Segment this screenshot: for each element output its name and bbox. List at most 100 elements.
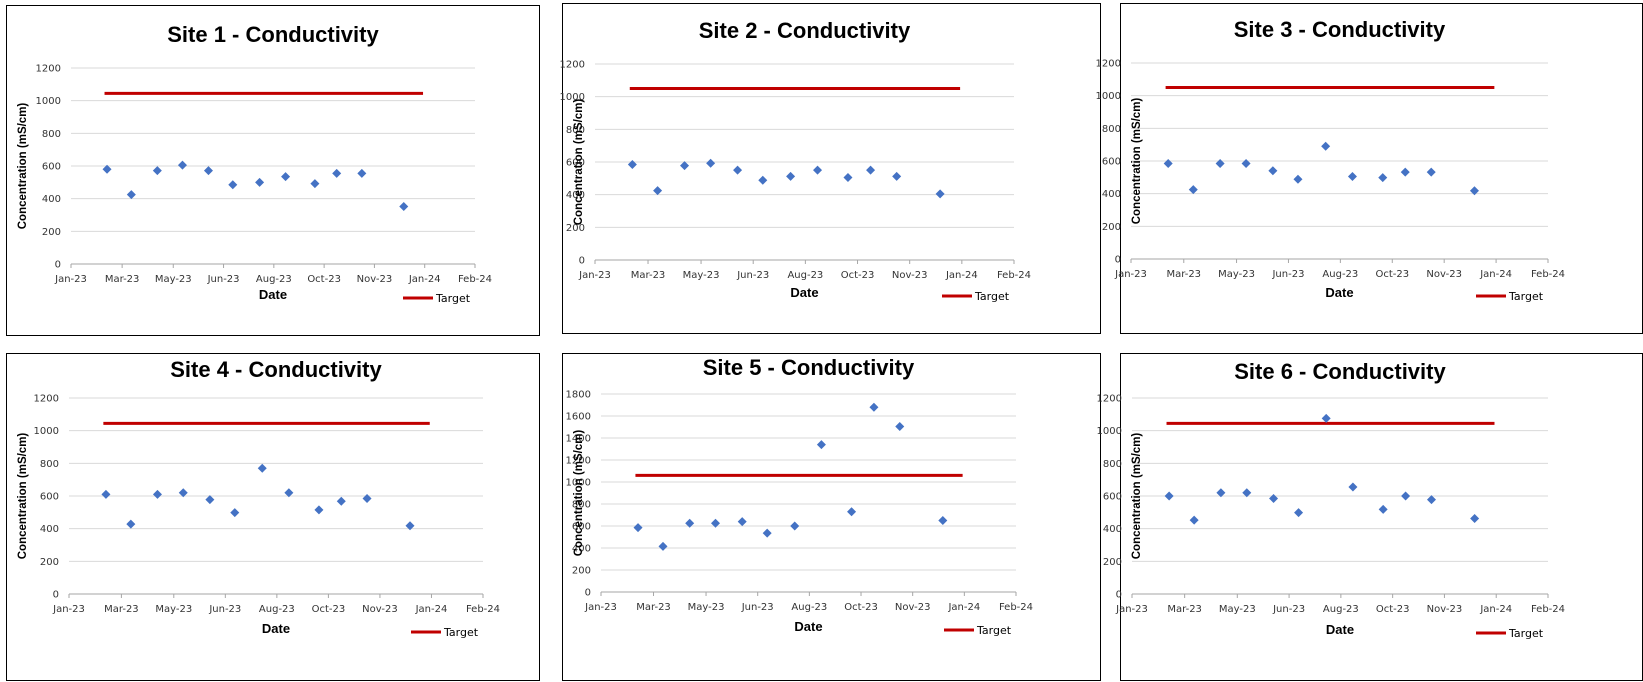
- data-point: [1378, 504, 1388, 514]
- y-tick-label: 200: [40, 557, 59, 568]
- data-point: [1470, 514, 1480, 524]
- y-tick-label: 1000: [34, 426, 59, 437]
- chart-title: Site 3 - Conductivity: [1234, 17, 1446, 42]
- data-point: [1188, 185, 1198, 195]
- chart-title: Site 4 - Conductivity: [170, 357, 382, 382]
- data-point: [255, 177, 265, 187]
- x-tick-label: Jun-23: [736, 270, 769, 281]
- x-tick-label: Aug-23: [1322, 269, 1358, 280]
- legend-label: Target: [1508, 290, 1544, 303]
- y-tick-label: 1600: [566, 412, 591, 423]
- data-point: [1268, 166, 1278, 176]
- x-tick-label: Jun-23: [207, 274, 240, 285]
- data-point: [152, 489, 162, 499]
- data-point: [1294, 508, 1304, 518]
- y-tick-label: 200: [572, 566, 591, 577]
- data-point: [847, 507, 857, 517]
- y-axis-label: Concentration (mS/cm): [573, 99, 585, 226]
- x-tick-label: Oct-23: [312, 604, 346, 615]
- y-tick-label: 1200: [566, 456, 591, 467]
- x-tick-label: Jan-23: [1115, 604, 1148, 615]
- x-tick-label: Mar-23: [636, 602, 671, 613]
- data-point: [177, 160, 187, 170]
- data-point: [1400, 167, 1410, 177]
- y-tick-label: 1000: [560, 92, 585, 103]
- data-point: [1164, 491, 1174, 501]
- data-point: [336, 496, 346, 506]
- data-point: [203, 166, 213, 176]
- data-point: [1321, 413, 1331, 423]
- data-point: [758, 175, 768, 185]
- x-axis-label: Date: [259, 287, 287, 302]
- data-point: [314, 505, 324, 515]
- data-point: [1241, 158, 1251, 168]
- x-tick-label: Oct-23: [1375, 269, 1409, 280]
- y-tick-label: 800: [572, 500, 591, 511]
- data-point: [1163, 158, 1173, 168]
- chart-title: Site 6 - Conductivity: [1234, 359, 1446, 384]
- x-tick-label: Jan-23: [54, 274, 87, 285]
- chart-svg: Site 3 - Conductivity 0 200 400 600 800 1000 12…: [1096, 17, 1565, 303]
- data-point: [126, 519, 136, 529]
- data-point: [892, 171, 902, 181]
- y-tick-label: 200: [1103, 557, 1122, 568]
- y-axis-label: Concentration (mS/cm): [573, 430, 585, 557]
- y-tick-label: 200: [566, 223, 585, 234]
- data-point: [1216, 488, 1226, 498]
- y-tick-label: 600: [1103, 492, 1122, 503]
- x-axis-label: Date: [1325, 285, 1353, 300]
- x-tick-label: Jun-23: [1271, 269, 1304, 280]
- chart-svg: Site 2 - Conductivity 0 200 400 600 800 1000 12…: [560, 18, 1031, 303]
- chart-svg: Site 1 - Conductivity 0 200 400 600 800 1000 12…: [17, 22, 492, 305]
- y-tick-label: 0: [1116, 590, 1122, 601]
- data-point: [813, 165, 823, 175]
- y-tick-label: 1200: [1096, 59, 1121, 70]
- x-tick-label: Feb-24: [466, 604, 500, 615]
- data-point: [733, 165, 743, 175]
- data-point: [866, 165, 876, 175]
- x-tick-label: Nov-23: [1426, 269, 1462, 280]
- y-tick-label: 400: [42, 194, 61, 205]
- data-point: [228, 180, 238, 190]
- data-point: [790, 521, 800, 531]
- legend-label: Target: [1508, 627, 1544, 640]
- y-tick-label: 0: [1115, 255, 1121, 266]
- y-tick-label: 200: [42, 227, 61, 238]
- chart-panel-site-3: Site 3 - Conductivity 0 200 400 600 800 1000 12…: [1096, 3, 1643, 334]
- y-axis-label: Concentration (mS/cm): [17, 103, 29, 230]
- data-point: [1426, 167, 1436, 177]
- y-tick-label: 1000: [1096, 91, 1121, 102]
- x-tick-label: Oct-23: [307, 274, 341, 285]
- data-point: [711, 518, 721, 528]
- data-point: [706, 158, 716, 168]
- data-point: [178, 488, 188, 498]
- data-point: [399, 202, 409, 212]
- x-tick-label: May-23: [1218, 269, 1255, 280]
- chart-title: Site 1 - Conductivity: [167, 22, 379, 47]
- y-tick-label: 1800: [566, 390, 591, 401]
- x-tick-label: Oct-23: [844, 602, 878, 613]
- data-point: [405, 521, 415, 531]
- x-tick-label: May-23: [688, 602, 725, 613]
- y-tick-label: 600: [572, 522, 591, 533]
- data-point: [1269, 493, 1279, 503]
- y-axis-label: Concentration (mS/cm): [17, 433, 29, 560]
- y-tick-label: 800: [42, 129, 61, 140]
- y-tick-label: 400: [1102, 189, 1121, 200]
- data-point: [1189, 515, 1199, 525]
- data-point: [102, 164, 112, 174]
- data-point: [786, 171, 796, 181]
- chart-title: Site 2 - Conductivity: [699, 18, 911, 43]
- data-point: [357, 168, 367, 178]
- y-tick-label: 400: [566, 190, 585, 201]
- chart-panel-site-4: Site 4 - Conductivity 0 200 400 600 800 1000 12…: [6, 353, 540, 681]
- x-tick-label: Jan-23: [1114, 269, 1147, 280]
- data-point: [284, 488, 294, 498]
- x-tick-label: Nov-23: [895, 602, 931, 613]
- data-point: [633, 523, 643, 533]
- x-tick-label: Mar-23: [1167, 604, 1202, 615]
- data-point: [843, 173, 853, 183]
- data-point: [1469, 186, 1479, 196]
- y-tick-label: 1000: [1097, 426, 1122, 437]
- x-tick-label: Aug-23: [791, 602, 827, 613]
